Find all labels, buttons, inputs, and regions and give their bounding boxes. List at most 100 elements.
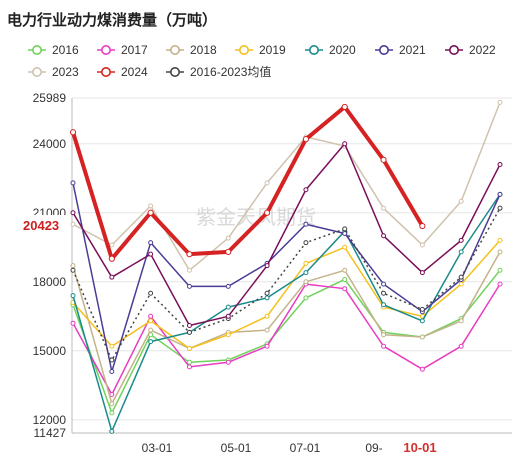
data-point (264, 313, 270, 319)
data-point (186, 359, 192, 365)
data-point (381, 302, 387, 308)
data-point (225, 248, 232, 255)
data-point (108, 255, 115, 262)
data-point (303, 240, 309, 246)
legend-item[interactable]: 2021 (375, 43, 426, 57)
data-point (109, 401, 115, 407)
legend-swatch-marker (31, 67, 42, 78)
data-point (109, 392, 115, 398)
data-point (225, 332, 231, 338)
data-point (109, 369, 115, 375)
data-point (419, 242, 425, 248)
data-point (381, 205, 387, 211)
data-point (419, 222, 426, 230)
x-tick-label: 03-01 (142, 441, 173, 455)
legend-swatch-marker (101, 67, 112, 78)
series-2022 (70, 141, 503, 328)
data-point (497, 161, 503, 167)
data-point (419, 366, 425, 372)
data-point (109, 242, 115, 248)
legend-item[interactable]: 2020 (305, 43, 356, 57)
legend-label: 2021 (399, 43, 426, 57)
legend-item[interactable]: 2024 (97, 65, 148, 79)
series-2024 (69, 103, 426, 262)
legend-label: 2024 (121, 65, 148, 79)
data-point (381, 281, 387, 287)
data-point (225, 283, 231, 289)
legend-item[interactable]: 2023 (28, 65, 79, 79)
x-tick-label: 09- (365, 441, 382, 455)
data-point (186, 364, 192, 370)
data-point (70, 180, 76, 186)
data-point (458, 249, 464, 255)
data-point (342, 244, 348, 250)
y-tick-label: 11427 (34, 426, 67, 440)
data-point (263, 209, 271, 216)
series-line (72, 143, 501, 327)
legend-label: 2019 (259, 43, 286, 57)
data-point (148, 313, 154, 319)
series-line (72, 102, 501, 272)
data-point (497, 191, 503, 197)
legend-item[interactable]: 2017 (97, 43, 148, 57)
data-point (109, 428, 115, 434)
data-point (458, 237, 464, 243)
data-point (458, 281, 464, 287)
series-line (72, 239, 501, 350)
callout-value: 20423 (23, 218, 59, 233)
legend-swatch-marker (170, 44, 181, 55)
data-point (303, 187, 309, 193)
legend-label: 2017 (121, 43, 148, 57)
data-point (381, 233, 387, 239)
data-point (497, 99, 503, 105)
data-point (70, 267, 76, 273)
data-point (419, 334, 425, 340)
data-point (419, 318, 425, 324)
legend-swatch-marker (239, 44, 250, 55)
series-lines (69, 99, 503, 434)
data-point (497, 237, 503, 243)
data-point (186, 251, 193, 258)
legend-swatch-marker (170, 67, 181, 78)
data-point (419, 306, 425, 312)
data-point (70, 293, 76, 299)
data-point (109, 343, 115, 349)
data-point (342, 276, 348, 282)
series-line (72, 182, 501, 373)
x-tick-label: 07-01 (290, 441, 321, 455)
data-point (148, 290, 154, 296)
data-point (458, 343, 464, 349)
chart-title: 电力行业动力煤消费量（万吨） (7, 11, 217, 29)
legend-item[interactable]: 2022 (445, 43, 496, 57)
legend-item[interactable]: 2019 (235, 43, 286, 57)
series-line (71, 104, 425, 261)
data-point (148, 327, 154, 333)
data-point (264, 263, 270, 269)
data-point (264, 295, 270, 301)
y-tick-label: 15000 (33, 344, 67, 358)
legend-item[interactable]: 2016 (28, 43, 79, 57)
data-point (186, 283, 192, 289)
data-point (302, 136, 310, 143)
series-2023 (70, 99, 503, 273)
data-point (342, 230, 348, 236)
y-tick-label: 12000 (33, 413, 67, 427)
data-point (109, 357, 115, 363)
data-point (69, 129, 77, 136)
data-point (148, 339, 154, 345)
legend-item[interactable]: 2018 (166, 43, 217, 57)
data-point (109, 410, 115, 416)
data-point (303, 260, 309, 266)
legend-label: 2020 (329, 43, 356, 57)
series-line (72, 269, 501, 414)
legend-item[interactable]: 2016-2023均值 (166, 64, 271, 79)
data-point (225, 359, 231, 365)
series-line (72, 283, 501, 396)
data-point (497, 281, 503, 287)
data-point (186, 329, 192, 335)
callout-bg (20, 215, 68, 236)
legend-label: 2016-2023均值 (190, 64, 271, 79)
x-tick-label: 10-01 (403, 440, 436, 455)
series-2017 (70, 281, 503, 398)
series-line (72, 193, 501, 433)
